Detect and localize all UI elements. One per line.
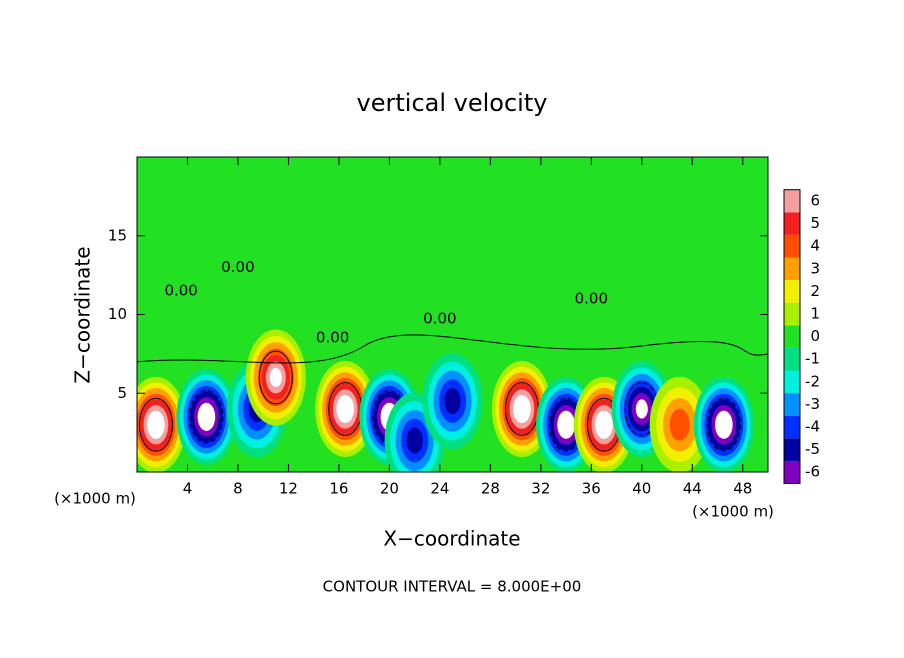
x-tick-label: 40 — [632, 480, 651, 498]
cell-level — [718, 416, 730, 434]
y-tick-label: 10 — [108, 305, 127, 323]
colorbar-swatch — [784, 415, 800, 439]
colorbar-swatch — [784, 370, 800, 394]
cell-level — [635, 399, 648, 419]
field: 0.00 0.00 0.00 0.00 0.00 — [137, 157, 768, 472]
colorbar-label: 3 — [810, 259, 820, 277]
x-tick-label: 28 — [481, 480, 500, 498]
colorbar-swatch — [784, 280, 800, 303]
cell-level — [598, 416, 610, 434]
cell — [649, 376, 710, 472]
x-unit: (×1000 m) — [54, 490, 136, 508]
cell — [422, 353, 483, 450]
contour-line — [258, 350, 293, 405]
cell-level — [560, 416, 572, 434]
colorbar-swatch — [784, 460, 800, 484]
x-tick-label: 12 — [279, 480, 298, 498]
colorbar-swatch — [784, 212, 800, 235]
cell — [315, 361, 376, 457]
contour-label: 0.00 — [221, 258, 254, 276]
colorbar-label: 4 — [810, 237, 820, 255]
cell — [693, 376, 754, 472]
y-tick-label: 15 — [108, 226, 127, 244]
cell-level — [339, 400, 351, 418]
cell-level — [201, 408, 212, 426]
y-tick-label: 5 — [117, 384, 127, 402]
colorbar-label: 5 — [810, 214, 820, 232]
x-tick-label: 16 — [329, 480, 348, 498]
x-tick-label: 20 — [380, 480, 399, 498]
cell — [573, 376, 634, 472]
colorbar-label: -3 — [805, 395, 820, 413]
contour-line — [137, 334, 768, 364]
colorbar-label: 6 — [810, 192, 820, 210]
colorbar-swatch — [784, 257, 800, 281]
x-tick-label: 36 — [582, 480, 601, 498]
contour-label: 0.00 — [164, 281, 197, 299]
colorbar-swatch — [784, 347, 800, 371]
cell-level — [406, 427, 423, 454]
x-tick-label: 44 — [683, 480, 702, 498]
x-tick-label: 48 — [733, 480, 752, 498]
x-unit: (×1000 m) — [692, 503, 774, 521]
cell — [176, 368, 237, 465]
colorbar-swatch — [784, 438, 800, 461]
colorbar-label: 1 — [810, 305, 820, 323]
colorbar-label: -5 — [805, 440, 820, 458]
contour-line — [706, 397, 741, 452]
contour-line — [138, 397, 173, 452]
x-axis-label: X−coordinate — [383, 527, 520, 551]
colorbar-label: 0 — [810, 327, 820, 345]
contour-label: 0.00 — [316, 329, 349, 347]
x-tick-label: 24 — [430, 480, 449, 498]
colorbar-label: -2 — [805, 372, 820, 390]
contour-label: 0.00 — [423, 310, 456, 328]
x-tick-label: 8 — [233, 480, 243, 498]
cell-level — [269, 367, 282, 388]
cell-level — [150, 416, 162, 434]
colorbar-swatch — [784, 325, 800, 348]
cell-level — [444, 388, 461, 415]
contour-line — [189, 389, 224, 444]
colorbar-frame — [783, 189, 801, 484]
x-tick-label: 32 — [531, 480, 550, 498]
cell-level — [516, 400, 528, 418]
y-axis-label: Z−coordinate — [71, 246, 95, 383]
colorbar-label: -4 — [805, 418, 820, 436]
cell-level — [669, 408, 690, 441]
footer: CONTOUR INTERVAL = 8.000E+00 — [323, 578, 582, 596]
x-tick-label: 4 — [183, 480, 193, 498]
colorbar-label: 2 — [810, 282, 820, 300]
cell — [137, 376, 186, 472]
colorbar-swatch — [784, 189, 800, 213]
colorbar-swatch — [784, 393, 800, 416]
contour-label: 0.00 — [575, 289, 608, 307]
cell — [245, 329, 306, 426]
cell — [491, 361, 552, 457]
chart-title: vertical velocity — [357, 89, 548, 117]
colorbar-swatch — [784, 234, 800, 258]
colorbar-label: -6 — [805, 463, 820, 481]
colorbar-label: -1 — [805, 350, 820, 368]
colorbar-swatch — [784, 302, 800, 326]
